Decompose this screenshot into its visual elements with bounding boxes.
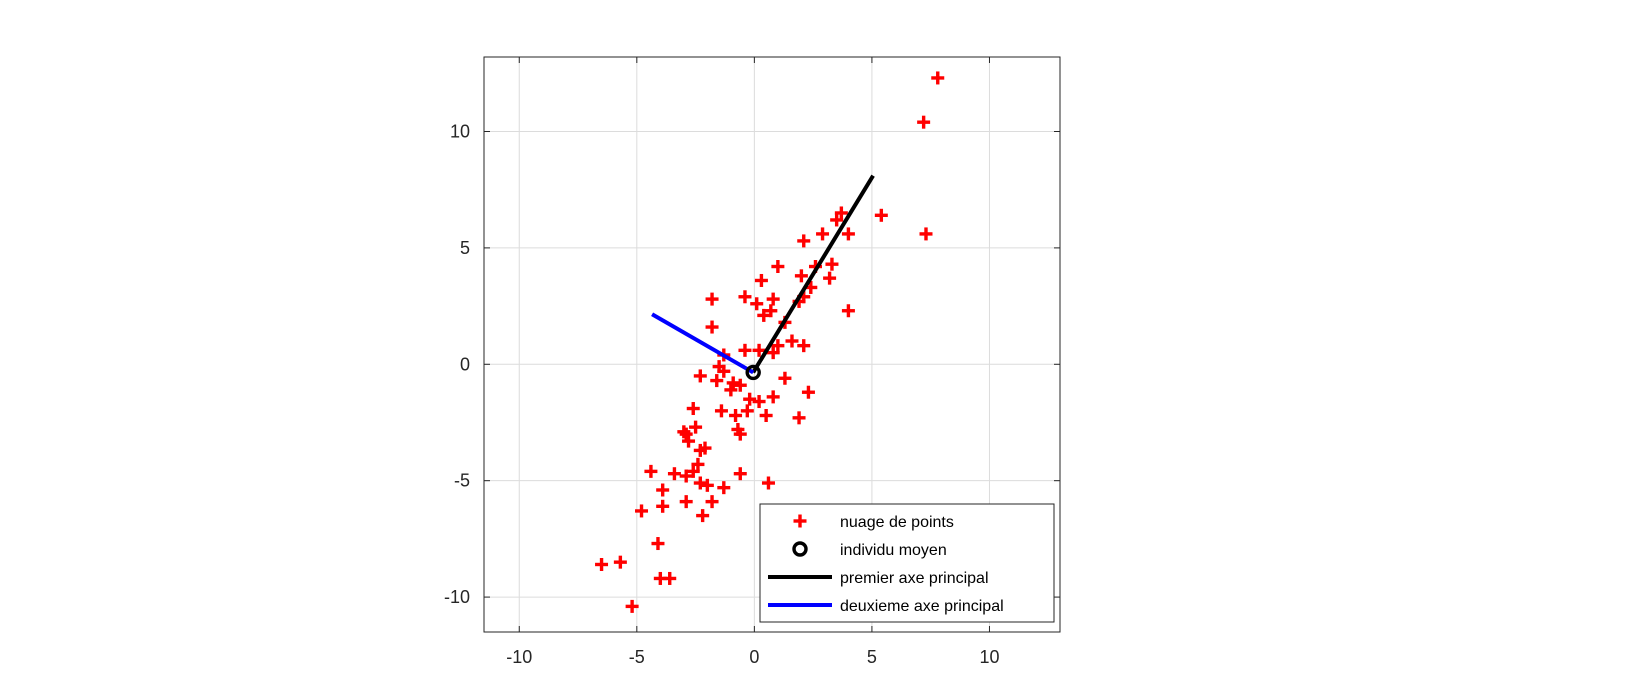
scatter-point [656, 499, 670, 513]
scatter-point [778, 371, 792, 385]
scatter-point [679, 495, 693, 509]
scatter-point [794, 269, 808, 283]
mean-individual-marker [745, 364, 761, 381]
scatter-point [931, 71, 945, 85]
scatter-point [919, 227, 933, 241]
axes-frame [483, 56, 1061, 633]
scatter-point [656, 483, 670, 497]
scatter-point [686, 464, 700, 478]
scatter-point [816, 227, 830, 241]
scatter-point [705, 495, 719, 509]
scatter-point [682, 434, 696, 448]
x-tick-label: 0 [749, 647, 759, 667]
scatter-point [700, 478, 714, 492]
legend-box [759, 503, 1055, 623]
scatter-point [743, 392, 757, 406]
scatter-point [714, 404, 728, 418]
scatter-point [766, 346, 780, 360]
scatter-point [825, 257, 839, 271]
x-tick-label: 5 [867, 647, 877, 667]
scatter-point [797, 339, 811, 353]
scatter-point [686, 402, 700, 416]
y-tick-label: -10 [444, 587, 470, 607]
scatter-point [724, 383, 738, 397]
scatter-point [679, 469, 693, 483]
legend-label: premier axe principal [840, 570, 989, 587]
scatter-point [740, 404, 754, 418]
scatter-point [761, 476, 775, 490]
scatter-point [750, 297, 764, 311]
legend-label: deuxieme axe principal [840, 598, 1004, 615]
scatter-point [917, 115, 931, 129]
scatter-point [663, 571, 677, 585]
x-tick-label: 10 [979, 647, 999, 667]
scatter-point [691, 457, 705, 471]
legend-marker-circle [792, 541, 808, 557]
scatter-point [677, 425, 691, 439]
y-tick-label: 10 [450, 121, 470, 141]
legend: nuage de points individu moyen premier axe… [759, 503, 1055, 623]
scatter-point [635, 504, 649, 518]
scatter-point [595, 557, 609, 571]
scatter-point [717, 481, 731, 495]
scatter-point [752, 343, 766, 357]
scatter-point [689, 420, 703, 434]
scatter-point [613, 555, 627, 569]
scatter-point [757, 308, 771, 322]
scatter-point [729, 409, 743, 423]
scatter-point [785, 334, 799, 348]
scatter-point [766, 292, 780, 306]
scatter-point [738, 290, 752, 304]
scatter-point [644, 464, 658, 478]
scatter-point [874, 208, 888, 222]
data-layer [595, 71, 945, 613]
scatter-point [712, 360, 726, 374]
scatter-point [705, 292, 719, 306]
scatter-point [841, 304, 855, 318]
scatter-point [797, 234, 811, 248]
second-principal-axis-line [651, 312, 755, 375]
scatter-point [738, 343, 752, 357]
scatter-point [667, 467, 681, 481]
scatter-point [823, 271, 837, 285]
first-principal-axis-line [751, 174, 875, 374]
scatter-point [830, 213, 844, 227]
scatter-point [679, 427, 693, 441]
scatter-point [759, 409, 773, 423]
scatter-point [693, 443, 707, 457]
x-tick-label: -5 [629, 647, 645, 667]
scatter-point [766, 390, 780, 404]
scatter-point [841, 227, 855, 241]
scatter-point [801, 385, 815, 399]
legend-label: individu moyen [840, 542, 947, 559]
plot-area: -10 -5 0 5 10 -10 -5 0 5 10 [444, 56, 1061, 667]
y-tick-label: 5 [460, 238, 470, 258]
scatter-point [693, 476, 707, 490]
scatter-point [651, 537, 665, 551]
scatter-point [792, 411, 806, 425]
scatter-point [733, 467, 747, 481]
scatter-point [764, 304, 778, 318]
scatter-point [733, 427, 747, 441]
scatter-point [752, 395, 766, 409]
scatter-point [696, 509, 710, 523]
scatter-point [771, 339, 785, 353]
scatter-point [733, 378, 747, 392]
x-tick-label: -10 [506, 647, 532, 667]
axis-ticks: -10 -5 0 5 10 -10 -5 0 5 10 [444, 57, 1060, 667]
scatter-point [705, 320, 719, 334]
scatter-point [625, 599, 639, 613]
scatter-point [754, 273, 768, 287]
legend-marker-plus [793, 514, 807, 528]
scatter-point [834, 206, 848, 220]
scatter-point [726, 376, 740, 390]
scatter-point [693, 369, 707, 383]
y-tick-label: 0 [460, 354, 470, 374]
y-tick-label: -5 [454, 471, 470, 491]
scatter-point [771, 260, 785, 274]
scatter-point [710, 374, 724, 388]
legend-label: nuage de points [840, 514, 954, 531]
